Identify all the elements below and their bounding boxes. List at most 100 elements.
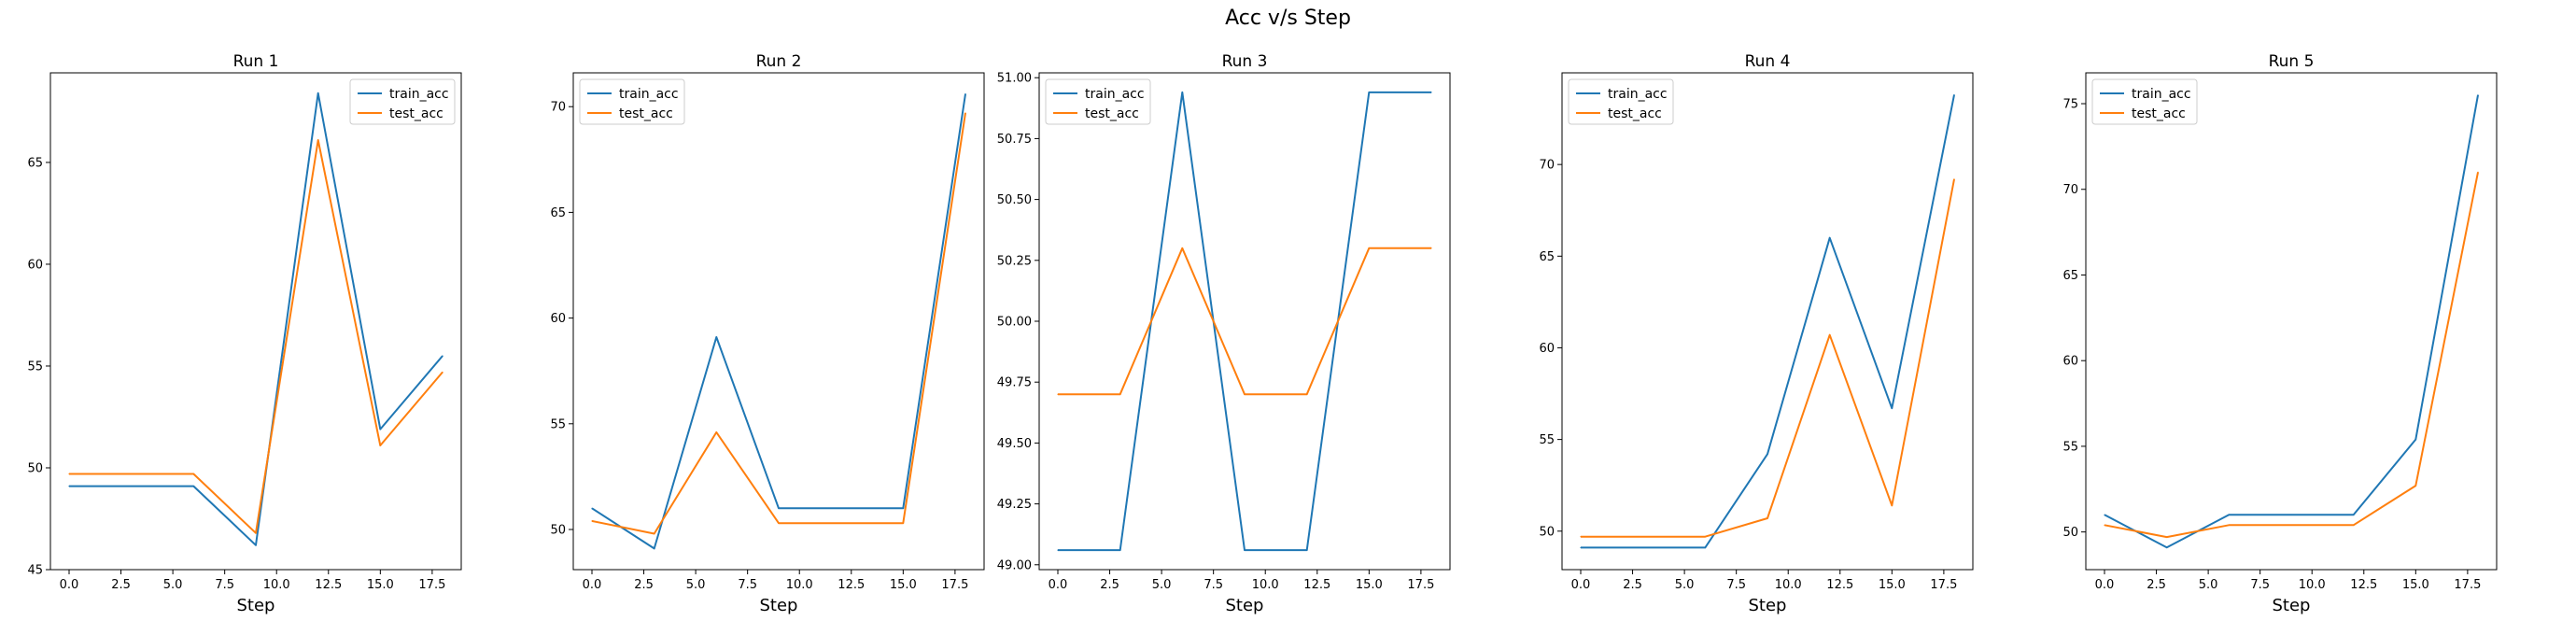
data-point-train-acc (255, 544, 257, 546)
data-point-test-acc (840, 522, 842, 524)
series-line-train-acc (1058, 91, 1431, 552)
y-tick-label: 50 (1539, 525, 1555, 539)
x-tick-label: 10.0 (263, 578, 290, 592)
x-tick-label: 7.5 (2250, 578, 2270, 592)
x-tick-label: 5.0 (1152, 578, 1172, 592)
x-tick-label: 2.5 (111, 578, 131, 592)
data-point-train-acc (715, 336, 717, 338)
plot-frame (1038, 72, 1451, 571)
y-tick-label: 70 (550, 101, 566, 115)
chart-panel-2: Run 2 0.0 2.5 5.0 7.5 10.0 12.5 15.0 17.5 50 55 60 6… (550, 52, 985, 615)
y-tick-label: 50 (550, 523, 566, 537)
data-point-train-acc (1119, 549, 1121, 551)
data-point-train-acc (902, 507, 904, 509)
data-point-test-acc (778, 522, 780, 524)
data-point-test-acc (591, 520, 593, 522)
x-tick-label: 12.5 (2350, 578, 2377, 592)
data-point-test-acc (1430, 247, 1432, 249)
data-point-train-acc (2166, 546, 2168, 548)
data-point-train-acc (317, 92, 319, 94)
x-tick-label: 15.0 (1356, 578, 1383, 592)
data-point-test-acc (1181, 247, 1183, 249)
data-point-train-acc (379, 428, 381, 430)
y-tick-label: 55 (2062, 440, 2078, 454)
data-point-test-acc (2414, 485, 2416, 487)
legend-label: test_acc (389, 106, 443, 121)
data-point-train-acc (591, 507, 593, 509)
data-point-test-acc (715, 431, 717, 433)
chart-title: Run 2 (756, 52, 802, 71)
chart-panel-4: Run 4 0.0 2.5 5.0 7.5 10.0 12.5 15.0 17.5 50 55 60 6… (1539, 52, 1974, 615)
x-tick-label: 15.0 (1879, 578, 1906, 592)
x-tick-label: 0.0 (1049, 578, 1068, 592)
x-tick-label: 15.0 (2402, 578, 2429, 592)
data-point-test-acc (2290, 524, 2292, 526)
y-tick-label: 45 (27, 564, 43, 578)
y-tick-label: 65 (2062, 269, 2078, 283)
x-tick-label: 17.5 (418, 578, 445, 592)
series-line-train-acc (1581, 94, 1955, 549)
x-tick-label: 5.0 (2199, 578, 2218, 592)
data-point-test-acc (2353, 524, 2355, 526)
plot-frame (2085, 72, 2498, 571)
x-tick-label: 12.5 (1826, 578, 1853, 592)
data-point-test-acc (964, 112, 966, 114)
data-point-train-acc (442, 355, 443, 357)
legend: train_acc test_acc (349, 78, 456, 125)
data-point-test-acc (192, 473, 194, 475)
plot-frame (572, 72, 985, 571)
data-point-test-acc (1642, 536, 1644, 538)
data-point-test-acc (654, 532, 655, 535)
x-tick-label: 2.5 (1100, 578, 1119, 592)
x-tick-label: 15.0 (890, 578, 917, 592)
chart-panel-3: Run 3 0.0 2.5 5.0 7.5 10.0 12.5 15.0 17.5 49.00 49… (997, 52, 1451, 615)
chart-title: Run 1 (233, 52, 279, 71)
data-point-train-acc (654, 547, 655, 549)
x-axis-label: Step (1749, 596, 1787, 615)
x-tick-label: 2.5 (634, 578, 654, 592)
data-point-train-acc (1057, 549, 1059, 551)
y-tick-label: 60 (550, 312, 566, 326)
x-tick-label: 15.0 (367, 578, 394, 592)
y-tick-label: 70 (2062, 183, 2078, 197)
x-tick-label: 0.0 (1571, 578, 1591, 592)
x-tick-label: 2.5 (2147, 578, 2166, 592)
x-tick-label: 5.0 (1675, 578, 1695, 592)
series-line-train-acc (2104, 94, 2479, 549)
figure-title: Acc v/s Step (1225, 7, 1351, 30)
legend-label: train_acc (389, 87, 449, 102)
x-tick-label: 10.0 (786, 578, 813, 592)
data-point-test-acc (1953, 178, 1955, 180)
x-tick-label: 12.5 (315, 578, 342, 592)
data-point-train-acc (2414, 438, 2416, 441)
data-point-train-acc (1953, 93, 1955, 96)
legend-label: train_acc (1085, 87, 1145, 102)
y-tick-label: 50.00 (997, 316, 1032, 330)
legend: train_acc test_acc (1045, 78, 1151, 125)
x-tick-label: 10.0 (1252, 578, 1279, 592)
x-tick-label: 12.5 (1303, 578, 1330, 592)
data-point-test-acc (317, 139, 319, 141)
y-tick-label: 49.00 (997, 558, 1032, 572)
data-point-test-acc (1306, 393, 1308, 395)
y-tick-label: 50.75 (997, 133, 1032, 147)
x-tick-label: 2.5 (1623, 578, 1642, 592)
chart-title: Run 4 (1745, 52, 1791, 71)
data-point-test-acc (2228, 524, 2230, 526)
data-point-train-acc (964, 93, 966, 95)
series-line-test-acc (2104, 172, 2479, 539)
y-tick-label: 50.50 (997, 193, 1032, 207)
data-point-test-acc (1057, 393, 1059, 395)
data-point-test-acc (1891, 504, 1893, 506)
x-tick-label: 17.5 (2454, 578, 2481, 592)
x-tick-label: 7.5 (1204, 578, 1223, 592)
data-point-train-acc (1306, 549, 1308, 551)
data-point-test-acc (1119, 393, 1121, 395)
data-point-test-acc (1580, 536, 1582, 538)
y-tick-label: 70 (1539, 159, 1555, 173)
y-tick-label: 50 (2062, 526, 2078, 540)
data-point-test-acc (131, 473, 133, 475)
data-point-test-acc (442, 371, 443, 374)
chart-title: Run 3 (1222, 52, 1268, 71)
y-tick-label: 50.25 (997, 254, 1032, 268)
